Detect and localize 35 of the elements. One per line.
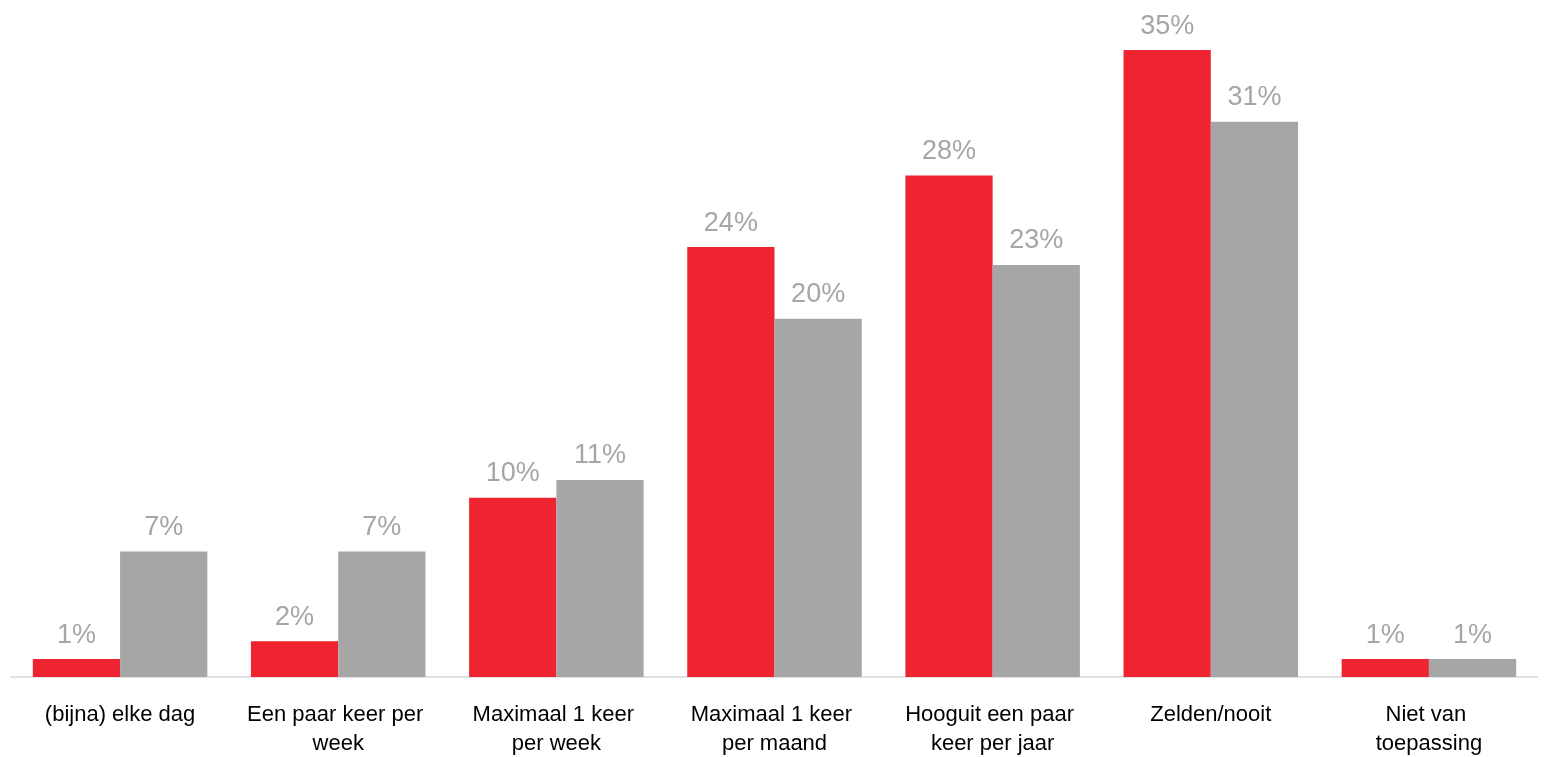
x-tick-label: Niet van toepassing xyxy=(1375,701,1483,755)
bar xyxy=(338,551,426,677)
bar xyxy=(1210,121,1299,677)
bar xyxy=(1428,659,1517,677)
bar xyxy=(1341,659,1429,677)
data-label: 28% xyxy=(921,134,977,165)
data-label: 11% xyxy=(573,439,627,470)
x-tick-label: (bijna) elke dag xyxy=(44,701,196,726)
x-tick-label: Maximaal 1 keer per maand xyxy=(690,701,859,755)
data-label: 1% xyxy=(1453,618,1493,649)
bar xyxy=(992,264,1080,677)
data-label: 1% xyxy=(56,618,96,649)
bar xyxy=(32,659,121,677)
data-label: 35% xyxy=(1140,9,1195,40)
bar xyxy=(250,641,339,677)
x-tick-label: Maximaal 1 keer per week xyxy=(472,701,641,755)
bar xyxy=(469,497,557,677)
data-label: 23% xyxy=(1009,224,1064,255)
data-label: 2% xyxy=(275,600,315,631)
bar xyxy=(556,479,644,677)
x-tick-label: Hooguit een paar keer per jaar xyxy=(905,701,1081,755)
data-label: 20% xyxy=(791,278,846,309)
data-label: 31% xyxy=(1227,81,1282,112)
x-tick-label: Zelden/nooit xyxy=(1150,701,1272,726)
bar xyxy=(1123,50,1211,677)
x-tick-label: Een paar keer per week xyxy=(247,701,430,755)
data-label: 7% xyxy=(362,511,402,542)
bar xyxy=(905,175,993,677)
bar xyxy=(774,318,862,677)
bar xyxy=(687,247,775,677)
data-label: 7% xyxy=(144,511,184,542)
data-label: 1% xyxy=(1365,618,1405,649)
data-label: 10% xyxy=(485,457,540,488)
data-label: 24% xyxy=(703,206,758,237)
bar xyxy=(120,551,208,677)
